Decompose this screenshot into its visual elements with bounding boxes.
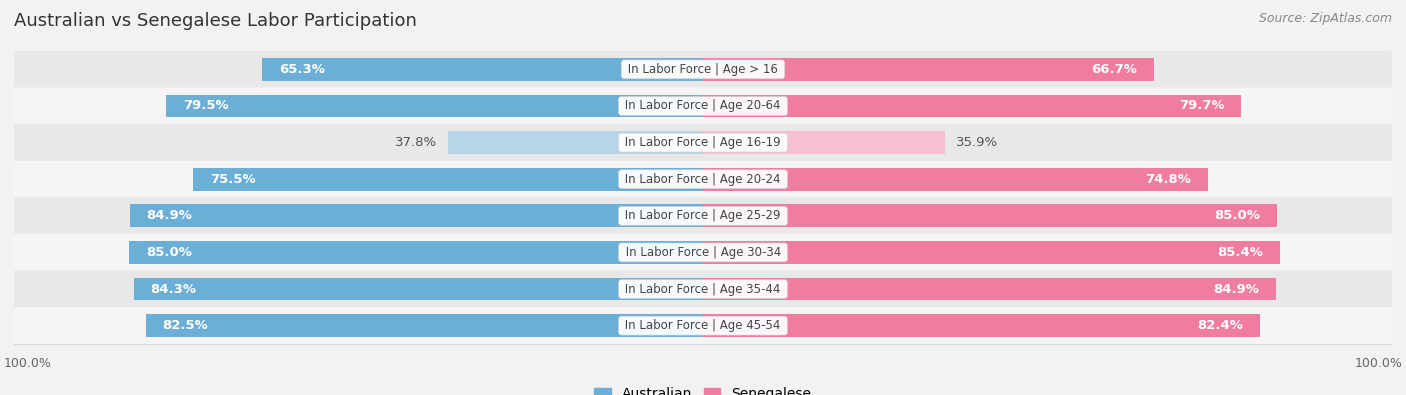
FancyBboxPatch shape [14,51,1392,88]
Bar [129,205,703,227]
Text: 85.0%: 85.0% [146,246,191,259]
Bar [166,95,703,117]
FancyBboxPatch shape [14,307,1392,344]
Text: Source: ZipAtlas.com: Source: ZipAtlas.com [1258,12,1392,25]
Text: 84.3%: 84.3% [150,282,197,295]
FancyBboxPatch shape [14,234,1392,271]
Bar [262,58,703,81]
Text: 66.7%: 66.7% [1091,63,1136,76]
Bar [146,314,703,337]
Text: 74.8%: 74.8% [1146,173,1191,186]
Bar [129,241,703,264]
Text: 82.4%: 82.4% [1197,319,1243,332]
Text: In Labor Force | Age > 16: In Labor Force | Age > 16 [624,63,782,76]
Legend: Australian, Senegalese: Australian, Senegalese [589,382,817,395]
FancyBboxPatch shape [14,271,1392,307]
Bar [703,131,945,154]
Text: In Labor Force | Age 20-24: In Labor Force | Age 20-24 [621,173,785,186]
Text: In Labor Force | Age 16-19: In Labor Force | Age 16-19 [621,136,785,149]
Bar [703,58,1153,81]
Bar [703,168,1208,190]
Bar [703,205,1277,227]
Text: 85.0%: 85.0% [1215,209,1260,222]
Text: In Labor Force | Age 35-44: In Labor Force | Age 35-44 [621,282,785,295]
Text: 75.5%: 75.5% [209,173,256,186]
Text: Australian vs Senegalese Labor Participation: Australian vs Senegalese Labor Participa… [14,12,418,30]
FancyBboxPatch shape [14,161,1392,198]
Bar [193,168,703,190]
Text: In Labor Force | Age 30-34: In Labor Force | Age 30-34 [621,246,785,259]
Bar [703,314,1260,337]
Text: In Labor Force | Age 20-64: In Labor Force | Age 20-64 [621,100,785,113]
Text: In Labor Force | Age 45-54: In Labor Force | Age 45-54 [621,319,785,332]
Bar [134,278,703,300]
Bar [447,131,703,154]
Text: 35.9%: 35.9% [956,136,998,149]
Text: In Labor Force | Age 25-29: In Labor Force | Age 25-29 [621,209,785,222]
Bar [703,95,1241,117]
Text: 65.3%: 65.3% [278,63,325,76]
Bar [703,278,1277,300]
Bar [703,241,1279,264]
Text: 82.5%: 82.5% [163,319,208,332]
Text: 37.8%: 37.8% [395,136,437,149]
Text: 84.9%: 84.9% [1213,282,1260,295]
FancyBboxPatch shape [14,198,1392,234]
Text: 84.9%: 84.9% [146,209,193,222]
Text: 79.7%: 79.7% [1178,100,1225,113]
Text: 85.4%: 85.4% [1218,246,1263,259]
FancyBboxPatch shape [14,124,1392,161]
FancyBboxPatch shape [14,88,1392,124]
Text: 79.5%: 79.5% [183,100,229,113]
